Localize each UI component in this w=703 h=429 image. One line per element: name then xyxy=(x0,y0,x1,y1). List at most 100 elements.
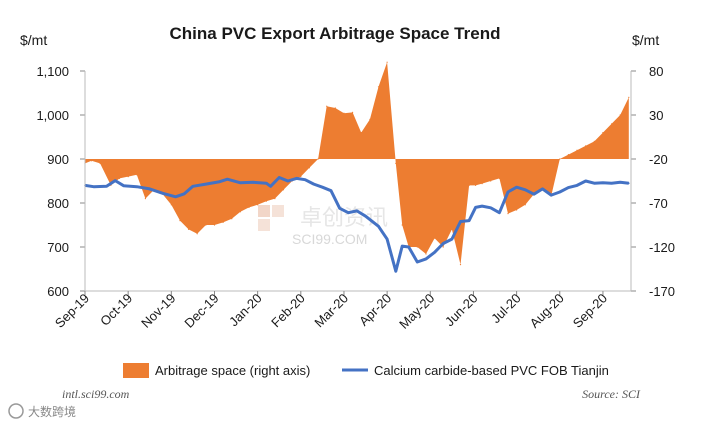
arbitrage-point xyxy=(619,114,621,116)
chart-title: China PVC Export Arbitrage Space Trend xyxy=(170,24,501,43)
x-tick-label: Jan-20 xyxy=(226,291,265,330)
arbitrage-point xyxy=(628,96,630,98)
arbitrage-point xyxy=(118,177,121,179)
left-tick-label: 800 xyxy=(47,196,69,211)
x-tick-label: Oct-19 xyxy=(97,291,135,329)
fob-point xyxy=(313,183,315,185)
arbitrage-point xyxy=(475,184,477,186)
arbitrage-point xyxy=(576,149,578,151)
arbitrage-point xyxy=(507,213,509,215)
arbitrage-point xyxy=(274,198,276,200)
fob-point xyxy=(295,177,298,180)
fob-point xyxy=(507,191,509,193)
arbitrage-point xyxy=(369,118,371,120)
legend-swatch-arbitrage xyxy=(123,363,149,378)
fob-point xyxy=(474,206,477,209)
right-axis-unit: $/mt xyxy=(632,32,659,48)
watermark-logo-block xyxy=(272,205,284,217)
fob-point xyxy=(136,185,138,188)
fob-point xyxy=(239,182,242,184)
arbitrage-point xyxy=(401,224,403,226)
arbitrage-point xyxy=(265,200,267,202)
fob-point xyxy=(498,211,501,214)
fob-point xyxy=(278,176,281,179)
fob-point xyxy=(287,180,289,182)
fob-point xyxy=(533,193,535,195)
fob-point xyxy=(610,182,613,184)
fob-point xyxy=(105,185,108,188)
arbitrage-point xyxy=(459,264,462,266)
fob-point xyxy=(330,189,332,192)
legend: Arbitrage space (right axis) Calcium car… xyxy=(123,363,609,378)
arbitrage-point xyxy=(90,160,93,162)
arbitrage-point xyxy=(377,86,380,88)
arbitrage-point xyxy=(170,204,172,206)
arbitrage-point xyxy=(179,220,181,222)
fob-point xyxy=(433,251,436,254)
x-tick-label: Mar-20 xyxy=(311,291,351,331)
fob-point xyxy=(218,181,220,183)
arbitrage-point xyxy=(498,177,500,179)
x-tick-label: Feb-20 xyxy=(268,291,308,331)
fob-point xyxy=(401,245,404,247)
left-axis: 600 700 800 900 1,000 1,100 xyxy=(36,64,86,299)
fob-point xyxy=(407,246,410,248)
arbitrage-point xyxy=(248,206,250,208)
corner-logo: 大数跨境 xyxy=(8,403,76,419)
arbitrage-point xyxy=(425,253,427,255)
x-tick-label: Apr-20 xyxy=(356,291,394,329)
arbitrage-point xyxy=(213,224,216,226)
right-axis: -170 -120 -70 -20 30 80 xyxy=(85,64,675,299)
fob-point xyxy=(515,186,518,188)
fob-point xyxy=(524,189,527,191)
arbitrage-point xyxy=(386,61,388,63)
fob-point xyxy=(576,184,578,187)
fob-point xyxy=(593,182,596,184)
arbitrage-point xyxy=(326,105,328,107)
arbitrage-point xyxy=(451,228,453,230)
fob-point xyxy=(550,194,552,196)
arbitrage-point xyxy=(468,184,470,186)
fob-point xyxy=(619,181,621,184)
fob-point xyxy=(602,182,604,184)
fob-point xyxy=(192,185,194,188)
x-tick-label: Aug-20 xyxy=(527,291,567,331)
corner-logo-text: 大数跨境 xyxy=(28,404,76,419)
fob-point xyxy=(459,220,462,223)
fob-point xyxy=(425,258,427,260)
arbitrage-point xyxy=(481,183,483,185)
fob-point xyxy=(416,261,419,263)
fob-point xyxy=(92,185,95,188)
right-tick-label: 30 xyxy=(649,108,663,123)
arbitrage-area xyxy=(85,62,629,265)
fob-point xyxy=(174,196,177,198)
fob-point xyxy=(377,225,380,228)
fob-point xyxy=(364,215,367,217)
x-tick-label: Dec-19 xyxy=(181,291,221,331)
watermark-cn: 卓创资讯 xyxy=(300,205,388,230)
arbitrage-point xyxy=(99,162,101,164)
arbitrage-point xyxy=(144,198,146,200)
arbitrage-point xyxy=(196,233,198,235)
legend-label-arbitrage: Arbitrage space (right axis) xyxy=(155,363,310,378)
fob-point xyxy=(395,270,397,273)
arbitrage-point xyxy=(611,123,613,125)
fob-point xyxy=(338,207,341,210)
fob-point xyxy=(347,211,350,214)
right-tick-label: 80 xyxy=(649,64,663,79)
fob-point xyxy=(442,242,445,245)
arbitrage-point xyxy=(395,162,397,164)
x-axis: Sep-19 Oct-19 Nov-19 Dec-19 Jan-20 Feb-20 Mar-… xyxy=(52,291,610,332)
fob-point xyxy=(468,219,470,222)
watermark-logo-block xyxy=(258,219,270,231)
fob-point xyxy=(451,238,453,240)
left-tick-label: 900 xyxy=(47,152,69,167)
watermark-logo-block xyxy=(258,205,270,217)
arbitrage-point xyxy=(231,218,233,220)
arbitrage-point xyxy=(567,154,570,156)
arbitrage-point xyxy=(257,204,259,206)
left-tick-label: 700 xyxy=(47,240,69,255)
watermark-text: SCI99.COM xyxy=(292,231,367,247)
fob-point xyxy=(356,210,358,212)
